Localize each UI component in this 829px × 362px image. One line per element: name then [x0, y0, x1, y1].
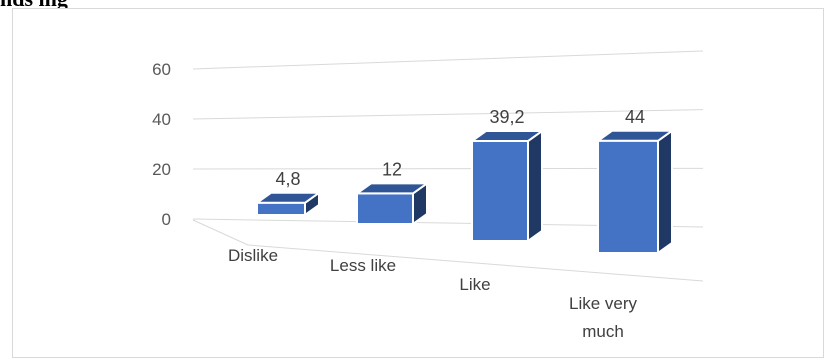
data-label: 4,8 — [275, 169, 300, 189]
bar-chart: 0 20 40 60 4,8 12 39,2 44 Dislike Less like Like Li… — [152, 50, 704, 341]
floor-edge — [192, 219, 249, 246]
bar-side — [527, 129, 543, 243]
bar — [471, 140, 529, 242]
bar-top — [468, 130, 546, 143]
header-fragment: nds ing — [0, 0, 68, 12]
data-label: 39,2 — [489, 107, 524, 127]
chart-frame: 0 20 40 60 4,8 12 39,2 44 Dislike Less like Like Li… — [12, 8, 824, 358]
x-tick-label: much — [582, 322, 624, 341]
y-tick-label: 40 — [152, 110, 171, 129]
bar-side — [657, 128, 673, 255]
bar-top — [594, 129, 676, 142]
y-tick-label: 60 — [152, 60, 171, 79]
data-label: 44 — [625, 107, 645, 127]
bar — [597, 139, 659, 254]
bar — [256, 201, 306, 216]
bar — [356, 192, 414, 225]
x-tick-label: Like very — [569, 294, 638, 313]
x-tick-label: Less like — [330, 256, 396, 275]
x-axis-line — [247, 244, 704, 282]
data-label: 12 — [382, 159, 402, 179]
gridline — [192, 109, 704, 120]
gridline — [192, 50, 704, 70]
y-tick-label: 0 — [162, 210, 171, 229]
x-tick-label: Dislike — [228, 246, 278, 265]
bar-top — [253, 191, 323, 204]
y-tick-label: 20 — [152, 160, 171, 179]
bar-top — [353, 182, 431, 195]
x-tick-label: Like — [459, 275, 490, 294]
